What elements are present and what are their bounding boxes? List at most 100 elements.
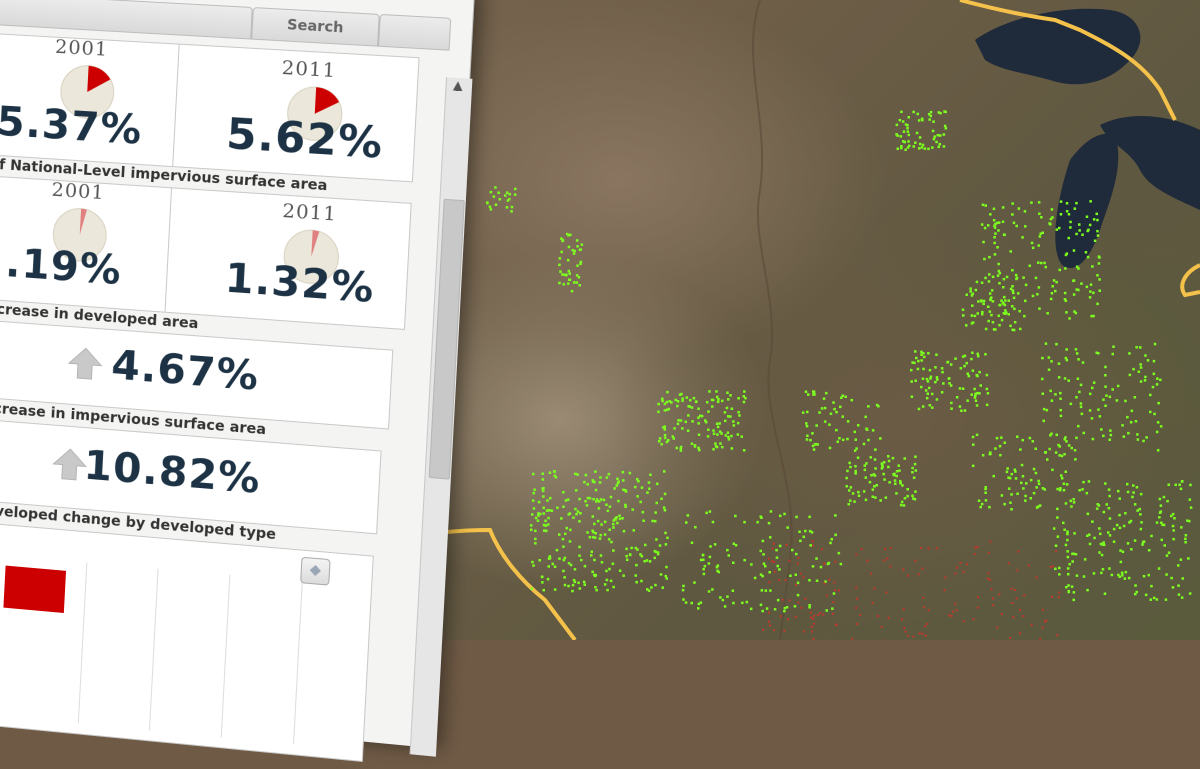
developed-pixel (966, 399, 969, 402)
developed-pixel (552, 563, 555, 566)
impervious-pixel (762, 629, 764, 631)
developed-pixel (756, 521, 759, 524)
developed-pixel (1024, 499, 1027, 502)
impervious-pixel (996, 627, 998, 629)
year-label: 2011 (281, 57, 337, 83)
impervious-pixel (797, 602, 799, 604)
developed-pixel (1076, 288, 1079, 291)
developed-pixel (982, 241, 985, 244)
developed-pixel (1157, 421, 1160, 424)
developed-pixel (640, 580, 643, 583)
developed-pixel (560, 517, 563, 520)
developed-pixel (533, 489, 536, 492)
developed-pixel (1113, 528, 1116, 531)
developed-pixel (863, 490, 866, 493)
developed-pixel (1102, 568, 1105, 571)
developed-pixel (568, 562, 571, 565)
developed-pixel (580, 261, 583, 264)
developed-pixel (959, 405, 962, 408)
developed-pixel (697, 447, 700, 450)
developed-pixel (1170, 577, 1173, 580)
developed-pixel (921, 118, 924, 121)
developed-pixel (1052, 285, 1055, 288)
developed-pixel (654, 511, 657, 514)
impervious-pixel (797, 563, 799, 565)
impervious-pixel (786, 544, 788, 546)
developed-pixel (1064, 298, 1067, 301)
tab-placeholder[interactable] (0, 0, 253, 40)
developed-pixel (960, 410, 963, 413)
impervious-pixel (1008, 562, 1010, 564)
developed-pixel (867, 405, 870, 408)
developed-pixel (1143, 540, 1146, 543)
impervious-pixel (788, 560, 790, 562)
impervious-pixel (803, 576, 805, 578)
developed-pixel (840, 563, 843, 566)
developed-pixel (682, 598, 685, 601)
developed-pixel (608, 473, 611, 476)
developed-pixel (927, 148, 930, 151)
developed-pixel (857, 491, 860, 494)
developed-pixel (731, 447, 734, 450)
developed-pixel (622, 479, 625, 482)
developed-pixel (1180, 526, 1183, 529)
developed-pixel (964, 355, 967, 358)
developed-pixel (809, 530, 812, 533)
developed-pixel (1148, 574, 1151, 577)
developed-pixel (563, 576, 566, 579)
developed-pixel (604, 521, 607, 524)
developed-pixel (587, 483, 590, 486)
impervious-pixel (951, 615, 953, 617)
developed-pixel (691, 420, 694, 423)
impervious-pixel (813, 615, 815, 617)
developed-pixel (589, 497, 592, 500)
developed-pixel (1024, 225, 1027, 228)
developed-pixel (551, 510, 554, 513)
developed-pixel (1066, 210, 1069, 213)
developed-pixel (967, 373, 970, 376)
developed-pixel (635, 574, 638, 577)
impervious-pixel (914, 560, 916, 562)
developed-pixel (584, 584, 587, 587)
impervious-pixel (785, 579, 787, 581)
developed-pixel (1086, 216, 1089, 219)
developed-pixel (914, 490, 917, 493)
developed-pixel (1139, 363, 1142, 366)
developed-pixel (881, 467, 884, 470)
impervious-pixel (804, 598, 806, 600)
developed-pixel (803, 536, 806, 539)
tab-extra[interactable] (378, 14, 451, 51)
developed-pixel (574, 473, 577, 476)
developed-pixel (600, 554, 603, 557)
developed-pixel (554, 588, 557, 591)
developed-pixel (762, 540, 765, 543)
developed-pixel (987, 306, 990, 309)
developed-pixel (1049, 390, 1052, 393)
developed-pixel (622, 471, 625, 474)
diamond-icon[interactable]: ◆ (300, 557, 331, 586)
developed-pixel (1150, 535, 1153, 538)
developed-pixel (649, 560, 652, 563)
developed-pixel (1059, 269, 1062, 272)
developed-pixel (939, 134, 942, 137)
developed-pixel (576, 239, 579, 242)
developed-pixel (722, 599, 725, 602)
developed-pixel (1025, 284, 1028, 287)
developed-pixel (1108, 495, 1111, 498)
developed-pixel (998, 324, 1001, 327)
developed-pixel (724, 420, 727, 423)
developed-pixel (903, 130, 906, 133)
developed-pixel (984, 227, 987, 230)
developed-pixel (1015, 274, 1018, 277)
developed-pixel (1103, 511, 1106, 514)
impervious-pixel (936, 547, 938, 549)
developed-pixel (863, 443, 866, 446)
developed-pixel (1086, 589, 1089, 592)
scroll-up-arrow-icon[interactable]: ▲ (453, 78, 464, 93)
developed-pixel (783, 513, 786, 516)
tab-search[interactable]: Search (251, 7, 380, 47)
developed-pixel (898, 464, 901, 467)
developed-pixel (542, 507, 545, 510)
developed-pixel (879, 437, 882, 440)
developed-pixel (1004, 309, 1007, 312)
